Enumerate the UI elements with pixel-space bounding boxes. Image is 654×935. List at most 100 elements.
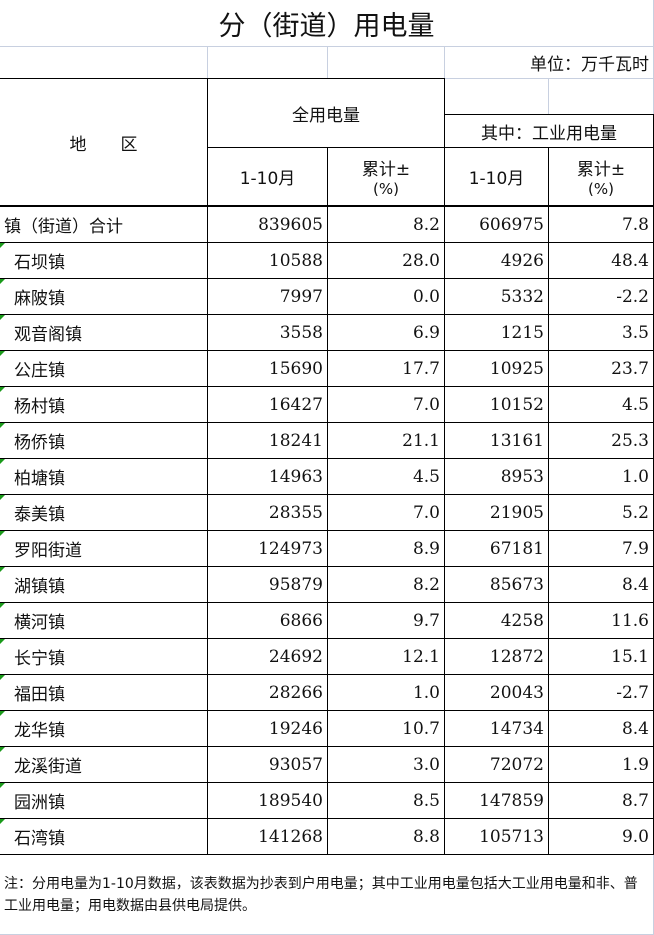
cell-ind-growth[interactable]: 11.6: [548, 602, 654, 639]
cell-total-growth[interactable]: 1.0: [327, 674, 445, 711]
cell-total-growth[interactable]: 8.2: [327, 566, 445, 603]
cell-ind[interactable]: 13161: [444, 422, 549, 459]
cell-ind-growth[interactable]: 5.2: [548, 494, 654, 531]
cell-ind-growth[interactable]: 8.4: [548, 710, 654, 747]
text-format-indicator-icon: [0, 531, 5, 536]
cell-total-growth[interactable]: 7.0: [327, 494, 445, 531]
row-name[interactable]: 柏塘镇: [0, 458, 208, 495]
row-name[interactable]: 湖镇镇: [0, 566, 208, 603]
cell-ind-growth[interactable]: 8.4: [548, 566, 654, 603]
cell-total[interactable]: 7997: [207, 278, 328, 315]
cell-ind[interactable]: 1215: [444, 314, 549, 351]
cell-ind-growth[interactable]: 48.4: [548, 242, 654, 279]
row-name[interactable]: 观音阁镇: [0, 314, 208, 351]
cell-ind[interactable]: 20043: [444, 674, 549, 711]
cell-total-growth[interactable]: 21.1: [327, 422, 445, 459]
cell-total[interactable]: 6866: [207, 602, 328, 639]
row-name[interactable]: 石坝镇: [0, 242, 208, 279]
cell-total-growth[interactable]: 9.7: [327, 602, 445, 639]
cell-total[interactable]: 14963: [207, 458, 328, 495]
row-name[interactable]: 公庄镇: [0, 350, 208, 387]
cell[interactable]: [208, 47, 328, 79]
cell-total[interactable]: 95879: [207, 566, 328, 603]
cell-ind[interactable]: 72072: [444, 746, 549, 783]
growth-unit: (%): [588, 180, 614, 198]
row-name[interactable]: 杨侨镇: [0, 422, 208, 459]
cell-total[interactable]: 24692: [207, 638, 328, 675]
cell-total[interactable]: 189540: [207, 782, 328, 819]
cell-ind[interactable]: 85673: [444, 566, 549, 603]
cell-total-growth[interactable]: 10.7: [327, 710, 445, 747]
row-name[interactable]: 福田镇: [0, 674, 208, 711]
cell-ind[interactable]: 21905: [444, 494, 549, 531]
cell-ind-growth[interactable]: 1.0: [548, 458, 654, 495]
cell-total-growth[interactable]: 8.5: [327, 782, 445, 819]
cell-ind[interactable]: 8953: [444, 458, 549, 495]
row-name[interactable]: 园洲镇: [0, 782, 208, 819]
cell[interactable]: [445, 79, 549, 115]
cell-total-growth[interactable]: 8.2: [327, 206, 445, 243]
cell-total[interactable]: 141268: [207, 818, 328, 855]
cell-ind-growth[interactable]: 7.8: [548, 206, 654, 243]
cell-total[interactable]: 16427: [207, 386, 328, 423]
cell-ind-growth[interactable]: -2.7: [548, 674, 654, 711]
cell-ind[interactable]: 4926: [444, 242, 549, 279]
cell-total-growth[interactable]: 17.7: [327, 350, 445, 387]
cell-total-growth[interactable]: 12.1: [327, 638, 445, 675]
cell-total[interactable]: 93057: [207, 746, 328, 783]
cell-ind-growth[interactable]: 9.0: [548, 818, 654, 855]
cell-ind-growth[interactable]: 25.3: [548, 422, 654, 459]
cell-ind[interactable]: 4258: [444, 602, 549, 639]
cell-total-growth[interactable]: 8.8: [327, 818, 445, 855]
cell-ind[interactable]: 5332: [444, 278, 549, 315]
cell-total[interactable]: 15690: [207, 350, 328, 387]
cell-total-growth[interactable]: 3.0: [327, 746, 445, 783]
row-name[interactable]: 镇（街道）合计: [0, 206, 208, 243]
text-format-indicator-icon: [0, 495, 5, 500]
row-name[interactable]: 罗阳街道: [0, 530, 208, 567]
cell-ind[interactable]: 67181: [444, 530, 549, 567]
cell-ind-growth[interactable]: 15.1: [548, 638, 654, 675]
cell-total[interactable]: 3558: [207, 314, 328, 351]
cell-ind[interactable]: 10925: [444, 350, 549, 387]
cell-ind-growth[interactable]: 3.5: [548, 314, 654, 351]
row-name[interactable]: 麻陂镇: [0, 278, 208, 315]
cell-total[interactable]: 10588: [207, 242, 328, 279]
cell[interactable]: [0, 47, 208, 79]
text-format-indicator-icon: [0, 459, 5, 464]
cell-total-growth[interactable]: 28.0: [327, 242, 445, 279]
cell-total[interactable]: 28266: [207, 674, 328, 711]
cell-ind-growth[interactable]: 4.5: [548, 386, 654, 423]
cell[interactable]: [328, 47, 445, 79]
cell-total[interactable]: 124973: [207, 530, 328, 567]
header-period: 1-10月: [207, 147, 328, 206]
cell-total-growth[interactable]: 8.9: [327, 530, 445, 567]
row-name[interactable]: 龙华镇: [0, 710, 208, 747]
cell-total-growth[interactable]: 4.5: [327, 458, 445, 495]
row-name[interactable]: 杨村镇: [0, 386, 208, 423]
cell-ind[interactable]: 606975: [444, 206, 549, 243]
cell-ind[interactable]: 105713: [444, 818, 549, 855]
cell-total[interactable]: 18241: [207, 422, 328, 459]
cell-ind[interactable]: 147859: [444, 782, 549, 819]
cell-ind-growth[interactable]: 23.7: [548, 350, 654, 387]
cell-ind-growth[interactable]: -2.2: [548, 278, 654, 315]
row-name[interactable]: 龙溪街道: [0, 746, 208, 783]
cell-ind[interactable]: 14734: [444, 710, 549, 747]
cell-total-growth[interactable]: 0.0: [327, 278, 445, 315]
cell-total[interactable]: 19246: [207, 710, 328, 747]
cell-ind-growth[interactable]: 7.9: [548, 530, 654, 567]
row-name[interactable]: 石湾镇: [0, 818, 208, 855]
cell-total[interactable]: 28355: [207, 494, 328, 531]
cell-ind[interactable]: 10152: [444, 386, 549, 423]
row-name[interactable]: 横河镇: [0, 602, 208, 639]
cell-total-growth[interactable]: 7.0: [327, 386, 445, 423]
row-name[interactable]: 长宁镇: [0, 638, 208, 675]
row-name[interactable]: 泰美镇: [0, 494, 208, 531]
cell-ind-growth[interactable]: 1.9: [548, 746, 654, 783]
cell-total-growth[interactable]: 6.9: [327, 314, 445, 351]
cell-ind[interactable]: 12872: [444, 638, 549, 675]
cell[interactable]: [549, 79, 654, 115]
cell-ind-growth[interactable]: 8.7: [548, 782, 654, 819]
cell-total[interactable]: 839605: [207, 206, 328, 243]
